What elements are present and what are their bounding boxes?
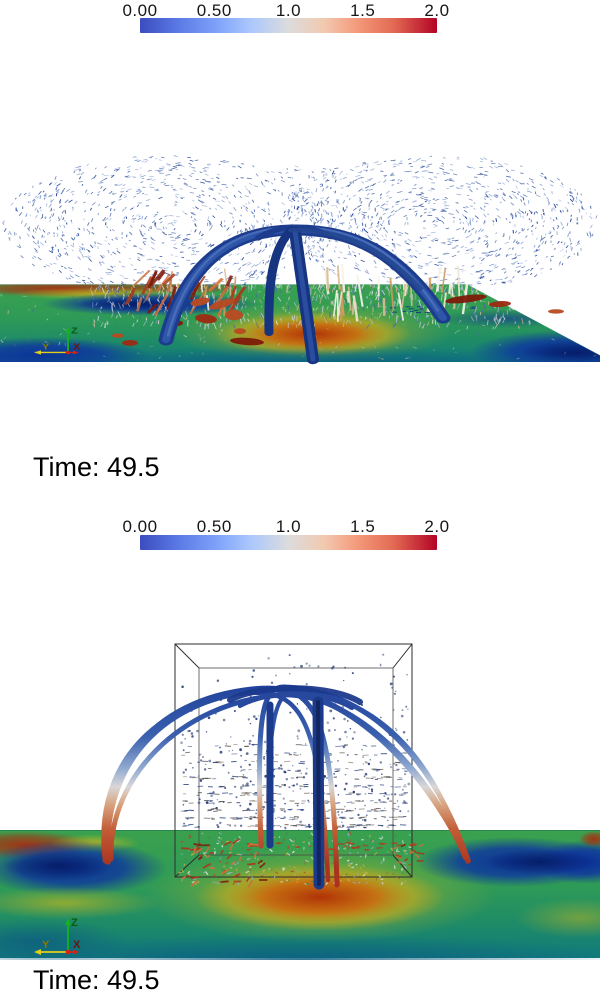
top-visualization-panel: Z Y X (0, 120, 600, 450)
colorbar-tick: 2.0 (424, 518, 449, 535)
vector-glyph-spray-right (280, 156, 597, 285)
y-axis-label: Y (42, 343, 50, 352)
axes-origin-dot (66, 950, 71, 955)
vector-glyph-spray-left (3, 155, 337, 285)
time-annotation-top: Time: 49.5 (33, 454, 160, 481)
colorbar-tick: 1.5 (350, 518, 375, 535)
colorbar-tick: 1.5 (350, 2, 375, 19)
x-axis-label: X (73, 343, 81, 352)
time-annotation-bottom: Time: 49.5 (33, 967, 160, 994)
colorbar-tick: 0.00 (122, 518, 157, 535)
colorbar-tick: 2.0 (424, 2, 449, 19)
colorbar-top: 0.00 0.50 1.0 1.5 2.0 (140, 2, 437, 35)
surface-plane-bottom-panel (0, 830, 600, 960)
z-axis-label: Z (71, 327, 78, 336)
colorbar-tick: 0.00 (122, 2, 157, 19)
vector-glyph-dots (180, 654, 410, 831)
colorbar-gradient-bar (140, 535, 437, 550)
colorbar-tick: 0.50 (197, 518, 232, 535)
axes-origin-dot (66, 351, 71, 355)
colorbar-tick: 1.0 (276, 518, 301, 535)
x-axis-label: X (73, 939, 81, 951)
colorbar-tick: 0.50 (197, 2, 232, 19)
bottom-visualization-panel: Z Y X (0, 600, 600, 960)
z-axis-label: Z (71, 917, 78, 929)
colorbar-tick: 1.0 (276, 2, 301, 19)
colorbar-bottom: 0.00 0.50 1.0 1.5 2.0 (140, 518, 437, 551)
vector-glyph-rows (181, 744, 409, 827)
colorbar-gradient-bar (140, 18, 437, 33)
y-axis-label: Y (42, 939, 50, 951)
